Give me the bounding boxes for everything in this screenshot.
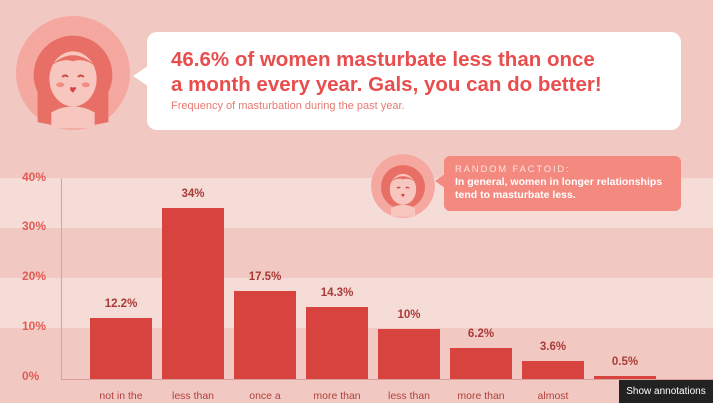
bar: [594, 376, 656, 379]
bar: [306, 307, 368, 379]
y-tick-label: 10%: [22, 319, 47, 333]
x-axis-line: [61, 379, 713, 380]
y-tick-label: 20%: [22, 269, 47, 283]
headline-line-1: 46.6% of women masturbate less than once: [171, 48, 595, 71]
headline-line-2: a month every year. Gals, you can do bet…: [171, 73, 602, 96]
bar: [522, 360, 584, 379]
bar-value-label: 3.6%: [539, 340, 567, 353]
bar-value-label: 0.5%: [611, 356, 639, 369]
show-annotations-button[interactable]: Show annotations: [619, 380, 713, 403]
factoid-title: RANDOM FACTOID:: [455, 164, 571, 175]
bar-value-label: 34%: [181, 188, 205, 201]
category-label: less than: [171, 390, 215, 402]
bar: [90, 317, 152, 379]
bar-value-label: 17.5%: [248, 271, 282, 284]
category-label: not in the: [99, 390, 143, 402]
factoid-text: In general, women in longer relationship…: [455, 176, 663, 201]
bar-value-label: 12.2%: [104, 297, 138, 310]
y-tick-label: 0%: [22, 369, 40, 383]
bar: [234, 291, 296, 379]
bar: [162, 208, 224, 379]
bar-value-label: 6.2%: [467, 327, 495, 340]
category-label: almost: [537, 390, 569, 402]
y-tick-label: 40%: [22, 170, 47, 184]
chart-subtitle: Frequency of masturbation during the pas…: [171, 100, 405, 112]
factoid-box: RANDOM FACTOID: In general, women in lon…: [435, 156, 681, 211]
bar: [378, 328, 440, 379]
woman-avatar-icon: [371, 154, 435, 218]
headline: 46.6% of women masturbate less than once…: [171, 47, 671, 97]
y-axis-line: [61, 178, 62, 380]
headline-bubble: 46.6% of women masturbate less than once…: [133, 32, 681, 130]
woman-avatar-icon: [15, 15, 131, 131]
y-tick-label: 30%: [22, 219, 47, 233]
category-label: more than: [313, 390, 361, 402]
category-label: more than: [457, 390, 505, 402]
bar-value-label: 14.3%: [320, 287, 354, 300]
bar: [450, 347, 512, 379]
category-label: less than: [387, 390, 431, 402]
category-label: once a: [249, 390, 281, 402]
bar-value-label: 10%: [397, 308, 421, 321]
